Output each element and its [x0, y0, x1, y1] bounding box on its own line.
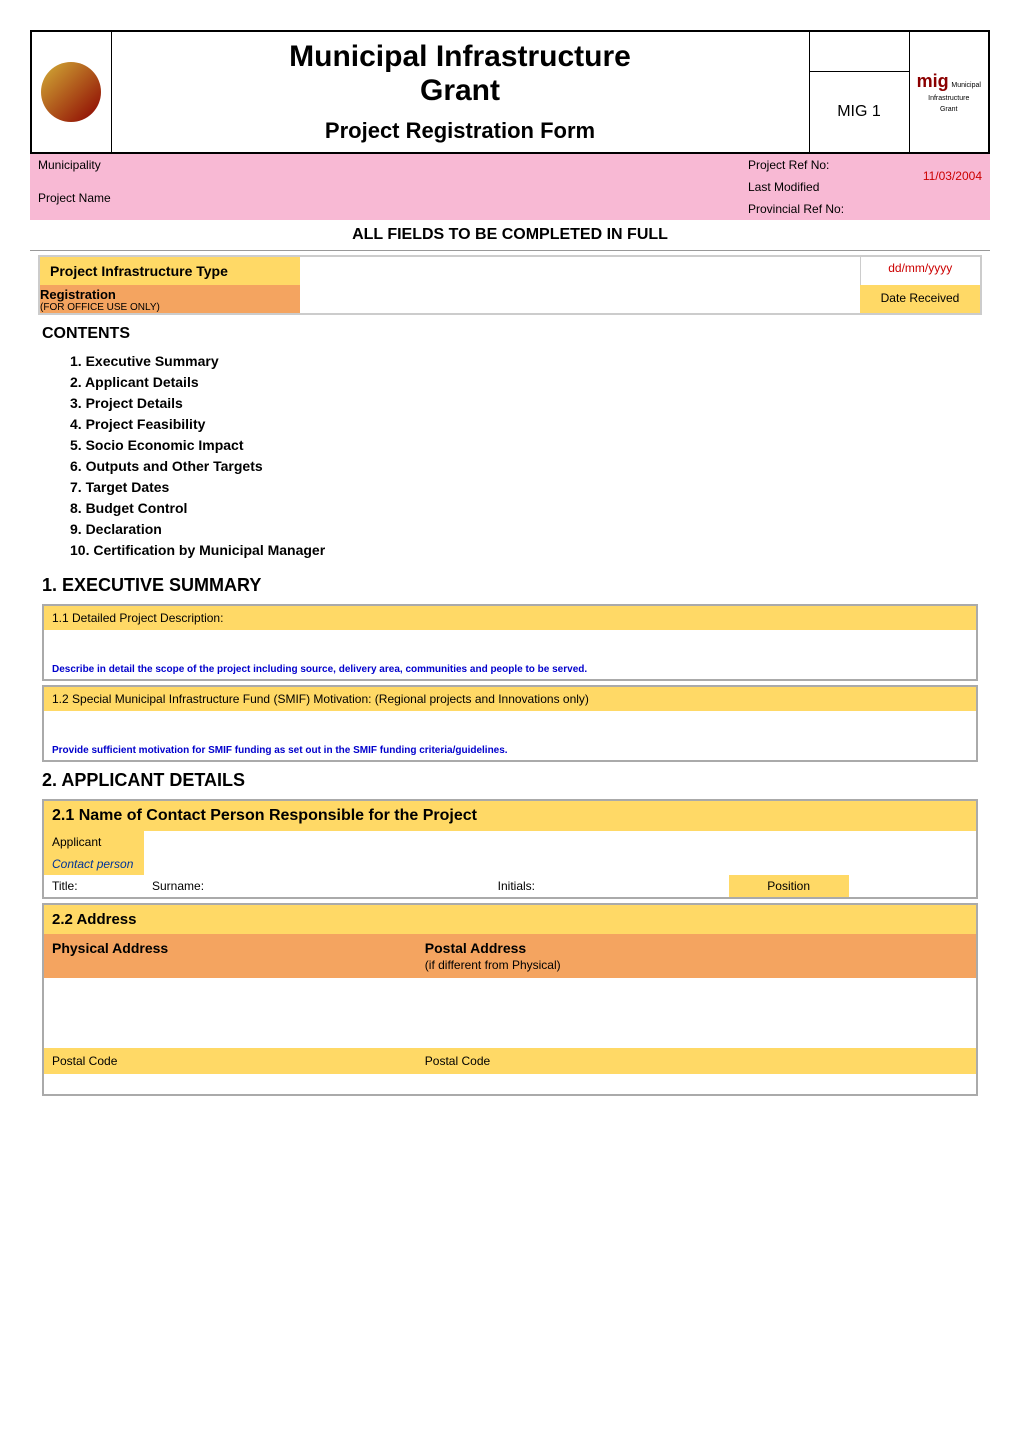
registration-value[interactable]	[300, 285, 860, 313]
postal-code-input-1[interactable]	[44, 1074, 417, 1094]
contents-item: 2. Applicant Details	[70, 372, 978, 393]
postal-code-input-2[interactable]	[417, 1074, 976, 1094]
project-name-label: Project Name	[30, 176, 150, 220]
section2-1-box: 2.1 Name of Contact Person Responsible f…	[42, 799, 978, 899]
title-label: Title:	[44, 875, 144, 897]
title-line2: Grant	[120, 74, 801, 108]
applicant-label: Applicant	[44, 831, 144, 853]
municipality-value	[150, 154, 740, 176]
contents-item: 5. Socio Economic Impact	[70, 435, 978, 456]
infra-type-value[interactable]	[300, 257, 860, 285]
office-use-label: (FOR OFFICE USE ONLY)	[40, 302, 300, 313]
surname-label: Surname:	[144, 875, 304, 897]
physical-address-label: Physical Address	[44, 934, 417, 978]
coat-of-arms-icon	[41, 62, 101, 122]
municipality-label: Municipality	[30, 154, 150, 176]
section1-1-box: 1.1 Detailed Project Description: Descri…	[42, 604, 978, 681]
infra-type-label: Project Infrastructure Type	[40, 257, 300, 285]
mig-empty-cell	[809, 31, 909, 71]
mig-logo-text: mig	[917, 71, 949, 91]
section1-2-label: 1.2 Special Municipal Infrastructure Fun…	[44, 687, 976, 711]
provincial-ref-value	[890, 198, 990, 220]
pink-info-bar: Municipality Project Ref No: 11/03/2004 …	[30, 154, 990, 220]
date-value: 11/03/2004	[890, 154, 990, 198]
project-ref-label: Project Ref No:	[740, 154, 890, 176]
all-fields-banner: ALL FIELDS TO BE COMPLETED IN FULL	[30, 220, 990, 251]
postal-address-label: Postal Address	[425, 940, 526, 956]
registration-box: Project Infrastructure Type dd/mm/yyyy R…	[38, 255, 982, 315]
date-format: dd/mm/yyyy	[860, 257, 980, 285]
contents-list: 1. Executive Summary 2. Applicant Detail…	[30, 349, 990, 571]
provincial-ref-label: Provincial Ref No:	[740, 198, 890, 220]
contents-item: 8. Budget Control	[70, 498, 978, 519]
postal-address-note: (if different from Physical)	[425, 958, 561, 972]
physical-address-input[interactable]	[44, 978, 417, 1048]
section2-1-label: 2.1 Name of Contact Person Responsible f…	[44, 801, 976, 831]
date-received-label: Date Received	[860, 285, 980, 313]
section2-2-label: 2.2 Address	[44, 905, 976, 934]
last-modified-label: Last Modified	[740, 176, 890, 198]
section1-1-note: Describe in detail the scope of the proj…	[44, 660, 976, 679]
coat-of-arms-cell	[31, 31, 111, 153]
position-label: Position	[729, 875, 849, 897]
title-cell: Municipal Infrastructure Grant Project R…	[111, 31, 809, 153]
contents-heading: CONTENTS	[30, 319, 990, 349]
section2-heading: 2. APPLICANT DETAILS	[30, 766, 990, 795]
contents-item: 1. Executive Summary	[70, 351, 978, 372]
applicant-value[interactable]	[144, 831, 976, 853]
section1-1-input[interactable]	[44, 630, 976, 660]
project-name-value	[150, 176, 740, 220]
registration-label: Registration	[40, 285, 300, 302]
section1-1-label: 1.1 Detailed Project Description:	[44, 606, 976, 630]
contents-item: 10. Certification by Municipal Manager	[70, 540, 978, 561]
subtitle: Project Registration Form	[120, 118, 801, 144]
section1-2-input[interactable]	[44, 711, 976, 741]
mig-logo-cell: mig MunicipalInfrastructureGrant	[909, 31, 989, 153]
postal-code-label-1: Postal Code	[44, 1048, 417, 1074]
contact-person-row	[144, 853, 976, 875]
contents-item: 9. Declaration	[70, 519, 978, 540]
contact-person-label: Contact person	[44, 853, 144, 875]
postal-code-label-2: Postal Code	[417, 1048, 976, 1074]
contents-item: 7. Target Dates	[70, 477, 978, 498]
header-table: Municipal Infrastructure Grant Project R…	[30, 30, 990, 154]
section1-2-note: Provide sufficient motivation for SMIF f…	[44, 741, 976, 760]
title-line1: Municipal Infrastructure	[120, 40, 801, 74]
postal-address-cell: Postal Address (if different from Physic…	[417, 934, 976, 978]
postal-address-input[interactable]	[417, 978, 976, 1048]
position-value[interactable]	[849, 875, 976, 897]
contents-item: 4. Project Feasibility	[70, 414, 978, 435]
section1-2-box: 1.2 Special Municipal Infrastructure Fun…	[42, 685, 978, 762]
section1-heading: 1. EXECUTIVE SUMMARY	[30, 571, 990, 600]
contents-item: 3. Project Details	[70, 393, 978, 414]
initials-label: Initials:	[304, 875, 729, 897]
section2-2-box: 2.2 Address Physical Address Postal Addr…	[42, 903, 978, 1096]
contents-item: 6. Outputs and Other Targets	[70, 456, 978, 477]
mig-label: MIG 1	[809, 71, 909, 153]
